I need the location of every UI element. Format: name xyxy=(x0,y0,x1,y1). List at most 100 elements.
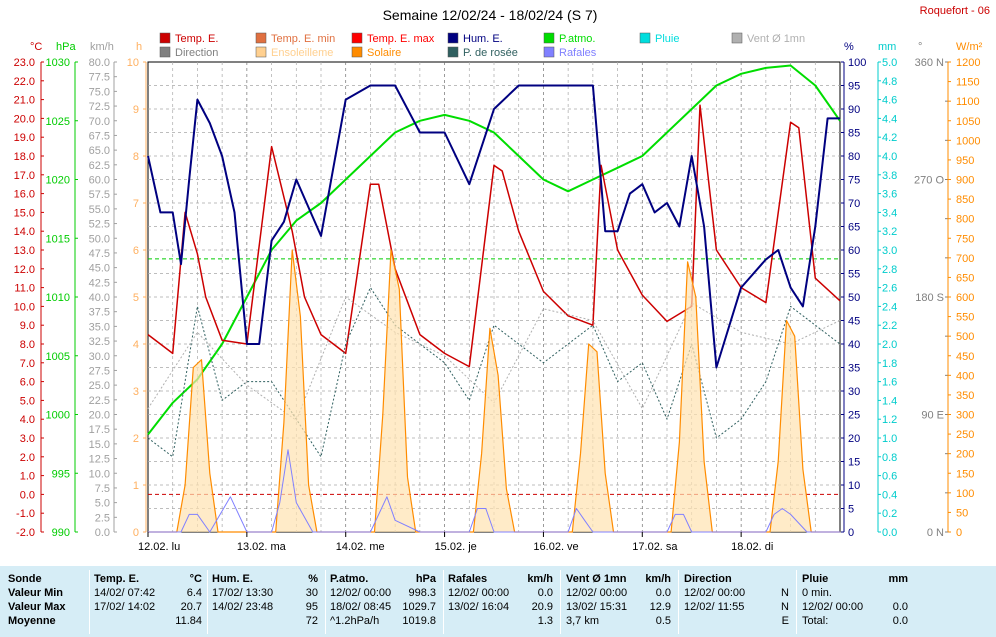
humidity-tick-label: 45 xyxy=(848,316,860,328)
plot-area xyxy=(147,64,841,533)
rain-total: 0.0 xyxy=(892,615,908,627)
rain-tick-label: 0.8 xyxy=(882,452,897,464)
gust-max-date: 13/02/ 16:04 xyxy=(448,601,510,613)
solar-tick-label: 1050 xyxy=(956,116,980,128)
rain-tick-label: 0.0 xyxy=(882,527,897,539)
solar-tick-label: 50 xyxy=(956,507,968,519)
humidity-tick-label: 40 xyxy=(848,339,860,351)
rain-min: 0 min. xyxy=(802,587,832,599)
wind-tick-label: 45.0 xyxy=(89,263,110,275)
axis-units: °C hPa km/h h% mm ° W/m² xyxy=(30,41,983,53)
header-wind: Vent Ø 1mn xyxy=(566,573,627,585)
dir-min: N xyxy=(781,587,789,599)
wind-tick-label: 5.0 xyxy=(95,498,110,510)
legend-swatch xyxy=(159,46,171,58)
humidity-tick-label: 25 xyxy=(848,410,860,422)
gust-min: 0.0 xyxy=(537,587,553,599)
temp-tick-label: 20.0 xyxy=(14,113,35,125)
axis-unit-label: h xyxy=(136,41,142,53)
header-dir: Direction xyxy=(684,573,732,585)
weather-chart: Semaine 12/02/24 - 18/02/24 (S 7) Roquef… xyxy=(14,5,990,553)
wind-tick-label: 50.0 xyxy=(89,233,110,245)
wind-tick-label: 0.0 xyxy=(95,527,110,539)
solar-tick-label: 850 xyxy=(956,194,974,206)
x-tick-label: 13.02. ma xyxy=(237,541,287,553)
x-tick-label: 16.02. ve xyxy=(533,541,578,553)
rain-tick-label: 4.2 xyxy=(882,132,897,144)
temp-tick-label: 18.0 xyxy=(14,151,35,163)
solar-tick-label: 300 xyxy=(956,410,974,422)
wind-tick-label: 57.5 xyxy=(89,189,110,201)
legend-label: Ensoleilleme xyxy=(271,47,333,59)
wind-tick-label: 7.5 xyxy=(95,483,110,495)
direction-tick-label: 90 E xyxy=(921,410,944,422)
wind-max-date: 13/02/ 15:31 xyxy=(566,601,628,613)
wind-tick-label: 52.5 xyxy=(89,219,110,231)
wind-tick-label: 17.5 xyxy=(89,424,110,436)
solar-tick-label: 950 xyxy=(956,155,974,167)
direction-tick-label: 360 N xyxy=(915,57,944,69)
dir-max-date: 12/02/ 11:55 xyxy=(684,601,745,613)
humidity-tick-label: 50 xyxy=(848,292,860,304)
wind-tick-label: 55.0 xyxy=(89,204,110,216)
legend-swatch xyxy=(351,32,363,44)
x-tick-labels: 12.02. lu 13.02. ma 14.02. me 15.02. je 16.0… xyxy=(138,532,773,553)
rain-tick-label: 1.8 xyxy=(882,358,897,370)
humidity-tick-label: 65 xyxy=(848,222,860,234)
humidity-tick-label: 15 xyxy=(848,457,860,469)
legend-label: Temp. E. xyxy=(175,33,218,45)
legend-swatch xyxy=(255,46,267,58)
temp-tick-label: 2.0 xyxy=(20,452,35,464)
legend-swatch xyxy=(731,32,743,44)
unit-gust: km/h xyxy=(527,573,553,585)
summary-col-dir: Direction 12/02/ 00:00 N 12/02/ 11:55 N … xyxy=(684,566,789,637)
temp-min: 6.4 xyxy=(186,587,202,599)
temp-max-date: 17/02/ 14:02 xyxy=(94,601,156,613)
rain-tick-label: 2.8 xyxy=(882,264,897,276)
row-label-min: Valeur Min xyxy=(8,587,64,599)
legend-swatch xyxy=(255,32,267,44)
header-sonde: Sonde xyxy=(8,573,42,585)
legend-label: Temp. E. min xyxy=(271,33,335,45)
rain-max: 0.0 xyxy=(892,601,908,613)
wind-tick-label: 80.0 xyxy=(89,57,110,69)
humidity-tick-label: 5 xyxy=(848,504,854,516)
legend-label: Direction xyxy=(175,47,218,59)
axis-unit-label: ° xyxy=(918,41,922,53)
humidity-tick-label: 0 xyxy=(848,527,854,539)
temp-tick-label: 17.0 xyxy=(14,170,35,182)
temp-tick-label: 22.0 xyxy=(14,76,35,88)
direction-tick-label: 270 O xyxy=(914,175,944,187)
series-line-Hum. E. xyxy=(147,84,840,369)
gust-avg: 1.3 xyxy=(537,615,553,627)
header-gust: Rafales xyxy=(448,573,488,585)
solar-tick-label: 800 xyxy=(956,214,974,226)
wind-tick-label: 27.5 xyxy=(89,365,110,377)
legend-swatch xyxy=(543,46,555,58)
temp-tick-label: 0.0 xyxy=(20,489,35,501)
solar-tick-label: 0 xyxy=(956,527,962,539)
solar-tick-label: 100 xyxy=(956,488,974,500)
humidity-tick-label: 30 xyxy=(848,386,860,398)
pressure-tick-label: 1020 xyxy=(46,175,70,187)
header-hum: Hum. E. xyxy=(212,573,253,585)
temp-tick-label: 6.0 xyxy=(20,377,35,389)
rain-tick-label: 0.4 xyxy=(882,489,897,501)
wind-tick-label: 15.0 xyxy=(89,439,110,451)
sun-tick-label: 7 xyxy=(133,198,139,210)
hum-avg: 72 xyxy=(305,615,318,627)
sun-tick-label: 1 xyxy=(133,480,139,492)
rain-total-label: Total: xyxy=(802,615,829,627)
humidity-tick-label: 90 xyxy=(848,104,860,116)
legend-label: Vent Ø 1mn xyxy=(747,33,805,45)
rain-tick-label: 2.4 xyxy=(882,301,897,313)
temp-tick-label: 11.0 xyxy=(14,283,35,295)
wind-tick-label: 47.5 xyxy=(89,248,110,260)
axis-unit-label: mm xyxy=(878,41,896,53)
sun-tick-label: 9 xyxy=(133,104,139,116)
pres-avg: 1019.8 xyxy=(402,615,436,627)
legend-label: P. de rosée xyxy=(463,47,518,59)
legend-swatch xyxy=(351,46,363,58)
humidity-tick-label: 85 xyxy=(848,128,860,140)
summary-table: Sonde Valeur Min Valeur Max Moyenne Temp… xyxy=(0,566,996,637)
